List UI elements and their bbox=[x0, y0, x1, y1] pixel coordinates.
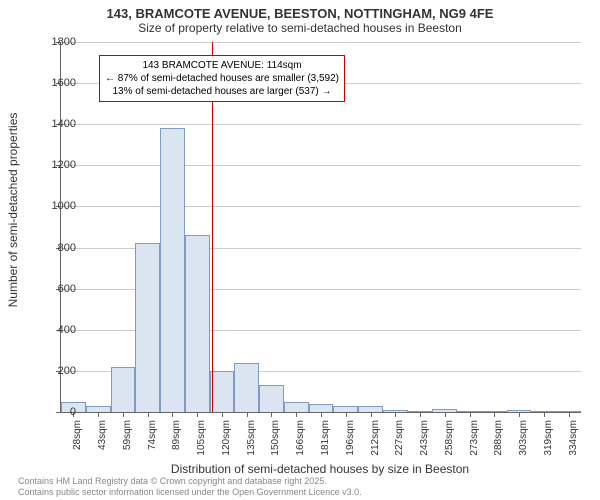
x-axis-label: Distribution of semi-detached houses by … bbox=[60, 462, 580, 476]
histogram-bar bbox=[259, 385, 284, 412]
xtick-mark bbox=[172, 412, 173, 417]
xtick-label: 273sqm bbox=[469, 420, 480, 460]
xtick-mark bbox=[346, 412, 347, 417]
xtick-label: 105sqm bbox=[196, 420, 207, 460]
xtick-mark bbox=[445, 412, 446, 417]
xtick-label: 120sqm bbox=[221, 420, 232, 460]
xtick-mark bbox=[148, 412, 149, 417]
y-axis-label: Number of semi-detached properties bbox=[6, 113, 20, 308]
histogram-bar bbox=[234, 363, 259, 412]
xtick-label: 319sqm bbox=[543, 420, 554, 460]
ytick-label: 0 bbox=[36, 406, 76, 418]
ytick-label: 400 bbox=[36, 324, 76, 336]
histogram-bar bbox=[284, 402, 309, 412]
ytick-label: 1800 bbox=[36, 36, 76, 48]
xtick-label: 74sqm bbox=[147, 420, 158, 460]
xtick-label: 243sqm bbox=[419, 420, 430, 460]
xtick-mark bbox=[470, 412, 471, 417]
ytick-label: 1600 bbox=[36, 77, 76, 89]
gridline bbox=[61, 42, 581, 43]
chart-plot-area: 143 BRAMCOTE AVENUE: 114sqm← 87% of semi… bbox=[60, 42, 581, 413]
ytick-label: 200 bbox=[36, 365, 76, 377]
histogram-bar bbox=[111, 367, 136, 412]
footer-line-2: Contains public sector information licen… bbox=[18, 487, 362, 498]
histogram-bar bbox=[185, 235, 210, 412]
annotation-line: 13% of semi-detached houses are larger (… bbox=[105, 85, 339, 98]
annotation-line: 143 BRAMCOTE AVENUE: 114sqm bbox=[105, 59, 339, 72]
xtick-label: 334sqm bbox=[568, 420, 579, 460]
xtick-label: 166sqm bbox=[295, 420, 306, 460]
histogram-bar bbox=[309, 404, 334, 412]
histogram-bar bbox=[135, 243, 160, 412]
xtick-label: 135sqm bbox=[246, 420, 257, 460]
xtick-label: 288sqm bbox=[493, 420, 504, 460]
xtick-mark bbox=[494, 412, 495, 417]
xtick-mark bbox=[371, 412, 372, 417]
xtick-mark bbox=[519, 412, 520, 417]
xtick-mark bbox=[222, 412, 223, 417]
xtick-mark bbox=[569, 412, 570, 417]
xtick-mark bbox=[296, 412, 297, 417]
xtick-label: 43sqm bbox=[97, 420, 108, 460]
footer-line-1: Contains HM Land Registry data © Crown c… bbox=[18, 476, 362, 487]
annotation-line: ← 87% of semi-detached houses are smalle… bbox=[105, 72, 339, 85]
xtick-label: 303sqm bbox=[518, 420, 529, 460]
footer-attribution: Contains HM Land Registry data © Crown c… bbox=[18, 476, 362, 498]
xtick-label: 59sqm bbox=[122, 420, 133, 460]
xtick-mark bbox=[395, 412, 396, 417]
gridline bbox=[61, 165, 581, 166]
ytick-label: 800 bbox=[36, 242, 76, 254]
xtick-label: 196sqm bbox=[345, 420, 356, 460]
histogram-bar bbox=[210, 371, 235, 412]
xtick-mark bbox=[321, 412, 322, 417]
histogram-bar bbox=[160, 128, 185, 412]
annotation-box: 143 BRAMCOTE AVENUE: 114sqm← 87% of semi… bbox=[99, 55, 345, 102]
xtick-mark bbox=[98, 412, 99, 417]
ytick-label: 1200 bbox=[36, 159, 76, 171]
gridline bbox=[61, 206, 581, 207]
page-title: 143, BRAMCOTE AVENUE, BEESTON, NOTTINGHA… bbox=[0, 0, 600, 21]
xtick-label: 28sqm bbox=[72, 420, 83, 460]
ytick-label: 1000 bbox=[36, 200, 76, 212]
xtick-label: 212sqm bbox=[370, 420, 381, 460]
xtick-mark bbox=[197, 412, 198, 417]
xtick-label: 181sqm bbox=[320, 420, 331, 460]
xtick-mark bbox=[420, 412, 421, 417]
ytick-label: 600 bbox=[36, 283, 76, 295]
gridline bbox=[61, 124, 581, 125]
xtick-label: 227sqm bbox=[394, 420, 405, 460]
xtick-mark bbox=[271, 412, 272, 417]
page-subtitle: Size of property relative to semi-detach… bbox=[0, 21, 600, 35]
xtick-label: 150sqm bbox=[270, 420, 281, 460]
ytick-label: 1400 bbox=[36, 118, 76, 130]
xtick-mark bbox=[247, 412, 248, 417]
xtick-mark bbox=[544, 412, 545, 417]
xtick-label: 89sqm bbox=[171, 420, 182, 460]
chart-container: 143, BRAMCOTE AVENUE, BEESTON, NOTTINGHA… bbox=[0, 0, 600, 500]
xtick-label: 258sqm bbox=[444, 420, 455, 460]
xtick-mark bbox=[123, 412, 124, 417]
